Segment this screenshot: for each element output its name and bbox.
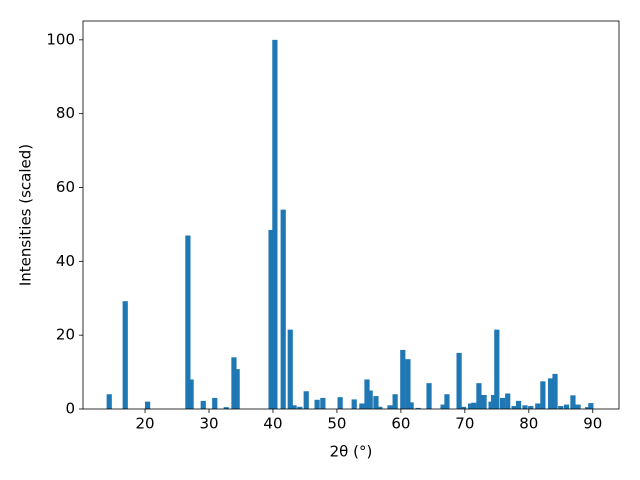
bar	[456, 352, 462, 409]
bar	[415, 407, 421, 409]
bar	[212, 397, 218, 409]
bar	[585, 407, 591, 409]
bar	[373, 396, 379, 409]
bar	[558, 406, 564, 409]
bar	[122, 301, 128, 409]
bar	[515, 400, 522, 409]
bar	[471, 402, 477, 409]
plot-frame	[82, 20, 620, 410]
bar	[223, 407, 229, 409]
x-tick-label: 90	[583, 415, 602, 433]
bar	[297, 406, 303, 409]
y-tick-label: 80	[56, 104, 75, 122]
x-tick-label: 70	[455, 415, 474, 433]
bar	[528, 406, 534, 409]
y-tick-label: 100	[46, 30, 75, 48]
y-tick-label: 20	[56, 326, 75, 344]
bar	[303, 391, 309, 409]
bar	[552, 373, 558, 409]
bar	[481, 394, 487, 409]
bar	[231, 357, 237, 409]
bar	[494, 329, 500, 409]
bar	[426, 383, 432, 409]
y-tick-label: 40	[56, 252, 75, 270]
bar	[272, 39, 278, 409]
bar	[460, 406, 467, 409]
bar	[320, 397, 326, 409]
bar	[540, 381, 546, 409]
bar	[575, 404, 581, 409]
bar	[522, 405, 528, 409]
bar	[405, 359, 411, 409]
bar	[563, 404, 570, 409]
bar	[145, 401, 151, 409]
bar	[351, 399, 357, 409]
x-tick-label: 60	[391, 415, 410, 433]
bar	[511, 406, 517, 409]
bar	[106, 394, 112, 409]
bar	[268, 229, 274, 409]
bar	[392, 394, 398, 409]
bar	[200, 400, 206, 409]
bar	[337, 397, 343, 409]
x-tick-label: 80	[519, 415, 538, 433]
bar	[291, 405, 297, 409]
bar	[234, 369, 240, 409]
bar	[387, 405, 393, 409]
y-axis-label: Intensities (scaled)	[17, 144, 35, 286]
bar	[280, 209, 286, 409]
bar	[547, 378, 554, 409]
bar	[359, 403, 365, 409]
bar	[400, 349, 406, 409]
bar	[588, 403, 594, 409]
bar	[408, 402, 414, 409]
x-axis-label: 2θ (°)	[330, 443, 373, 461]
bar	[535, 403, 541, 409]
bar	[188, 379, 194, 409]
bar	[570, 395, 576, 409]
bar	[185, 235, 191, 409]
bar	[364, 379, 370, 409]
bar	[444, 394, 450, 409]
bar	[491, 394, 497, 409]
x-tick-label: 50	[327, 415, 346, 433]
x-tick-label: 20	[135, 415, 154, 433]
bar	[476, 383, 482, 409]
bar	[287, 329, 293, 409]
x-tick-label: 40	[263, 415, 282, 433]
bar	[499, 397, 506, 409]
bar	[314, 399, 320, 409]
bar	[468, 403, 474, 409]
bar	[505, 393, 511, 409]
bar	[377, 406, 383, 409]
y-tick-label: 60	[56, 178, 75, 196]
y-tick-label: 0	[65, 400, 75, 418]
bar	[367, 390, 373, 409]
x-tick-label: 30	[199, 415, 218, 433]
bar	[440, 404, 446, 409]
